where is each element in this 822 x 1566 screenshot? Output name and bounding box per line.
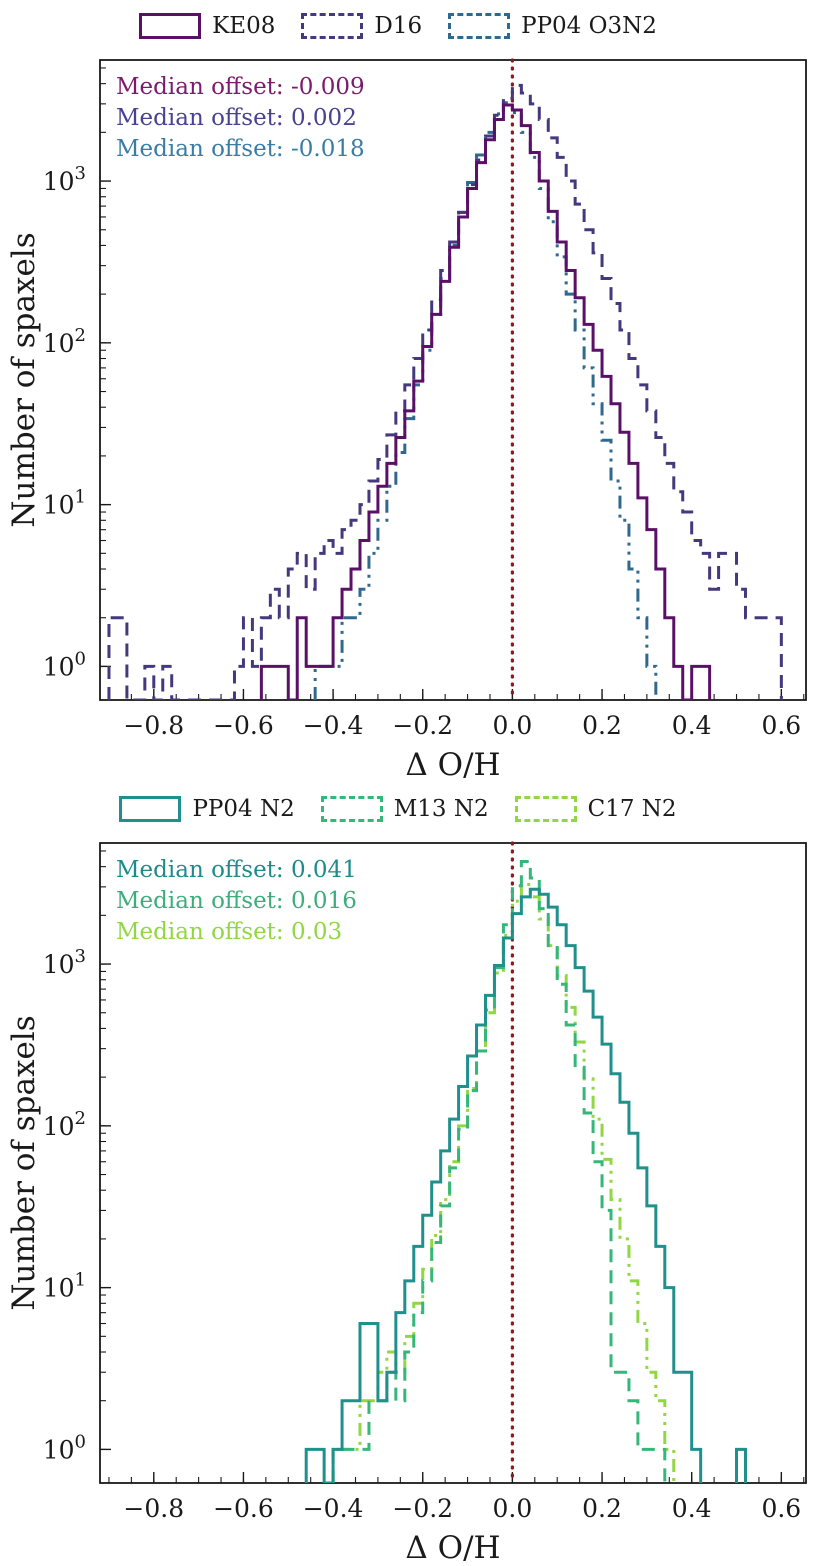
legend-label: PP04 N2 [192,796,295,822]
histogram-series-c17-n2 [331,883,676,1483]
median-offset-annotation: Median offset: 0.016 [116,888,357,914]
x-tick-label: 0.2 [582,1494,622,1523]
plot-area-top: −0.8 −0.6 −0.4 −0.2 0.0 0.2 0.4 0.6 100 101 102 103… [6,58,807,783]
y-tick-label: 103 [43,946,86,979]
y-tick-label: 102 [43,325,86,358]
histogram-svg-top: −0.8 −0.6 −0.4 −0.2 0.0 0.2 0.4 0.6 100 101 102 103… [6,58,807,783]
median-offset-annotation: Median offset: -0.018 [116,136,365,162]
y-tick-label: 102 [43,1108,86,1141]
y-tick-label: 100 [43,648,86,681]
median-offset-annotation: Median offset: -0.009 [116,74,365,100]
legend-swatch-solid [119,796,182,822]
x-tick-label: −0.4 [303,1494,364,1523]
x-tick-label: 0.4 [672,1494,712,1523]
legend-top: KE08 D16 PP04 O3N2 [0,6,822,46]
x-tick-label: 0.6 [761,711,801,740]
y-tick-label: 100 [43,1431,86,1464]
legend-entry-d16[interactable]: D16 [301,13,448,39]
legend-label: D16 [374,13,423,39]
y-tick-label: 101 [43,487,86,520]
legend-label: C17 N2 [587,796,677,822]
legend-swatch-dashdotdot [514,796,577,822]
legend-entry-m13-n2[interactable]: M13 N2 [320,796,515,822]
legend-swatch-solid [139,13,202,39]
histogram-series-m13-n2 [331,860,667,1483]
y-axis-label: Number of spaxels [6,1015,42,1310]
x-tick-label: −0.8 [123,711,184,740]
x-tick-label: 0.0 [493,711,533,740]
x-tick-label: 0.2 [582,711,622,740]
legend-bottom: PP04 N2 M13 N2 C17 N2 [0,789,822,829]
x-tick-label: −0.6 [213,1494,274,1523]
legend-label: KE08 [212,13,276,39]
y-tick-label: 101 [43,1270,86,1303]
x-tick-label: 0.6 [761,1494,801,1523]
x-tick-label: 0.0 [493,1494,533,1523]
median-offset-annotation: Median offset: 0.041 [116,857,357,883]
legend-label: PP04 O3N2 [521,13,657,39]
panel-top: KE08 D16 PP04 O3N2 −0.8 −0.6 −0.4 −0.2 0.0 0.2 0… [0,6,822,783]
histogram-svg-bottom: −0.8 −0.6 −0.4 −0.2 0.0 0.2 0.4 0.6 100 101 102 103… [6,841,807,1566]
y-tick-label: 103 [43,163,86,196]
legend-label: M13 N2 [393,796,489,822]
x-tick-label: −0.6 [213,711,274,740]
legend-entry-ke08[interactable]: KE08 [139,13,301,39]
legend-swatch-dashed [320,796,383,822]
x-tick-label: −0.2 [392,711,453,740]
x-tick-label: −0.2 [392,1494,453,1523]
legend-swatch-dashed [301,13,364,39]
y-axis-label: Number of spaxels [6,232,42,527]
x-tick-label: −0.8 [123,1494,184,1523]
histogram-series-pp04-o3n2 [313,101,658,700]
x-axis-label: Δ O/H [405,747,500,783]
histogram-series-ke08 [259,103,712,700]
x-tick-label: 0.4 [672,711,712,740]
histogram-series-d16 [107,83,783,700]
legend-entry-pp04-n2[interactable]: PP04 N2 [119,796,320,822]
x-tick-label: −0.4 [303,711,364,740]
panel-bottom: PP04 N2 M13 N2 C17 N2 −0.8 −0.6 −0.4 −0.2 0.0 0… [0,783,822,1566]
legend-entry-pp04-o3n2[interactable]: PP04 O3N2 [448,13,683,39]
plot-area-bottom: −0.8 −0.6 −0.4 −0.2 0.0 0.2 0.4 0.6 100 101 102 103… [0,783,822,1566]
legend-swatch-dashdotdot [448,13,511,39]
histogram-series-pp04-n2 [304,887,747,1483]
median-offset-annotation: Median offset: 0.03 [116,919,342,945]
x-axis-label: Δ O/H [405,1530,500,1566]
legend-entry-c17-n2[interactable]: C17 N2 [514,796,703,822]
median-offset-annotation: Median offset: 0.002 [116,105,357,131]
